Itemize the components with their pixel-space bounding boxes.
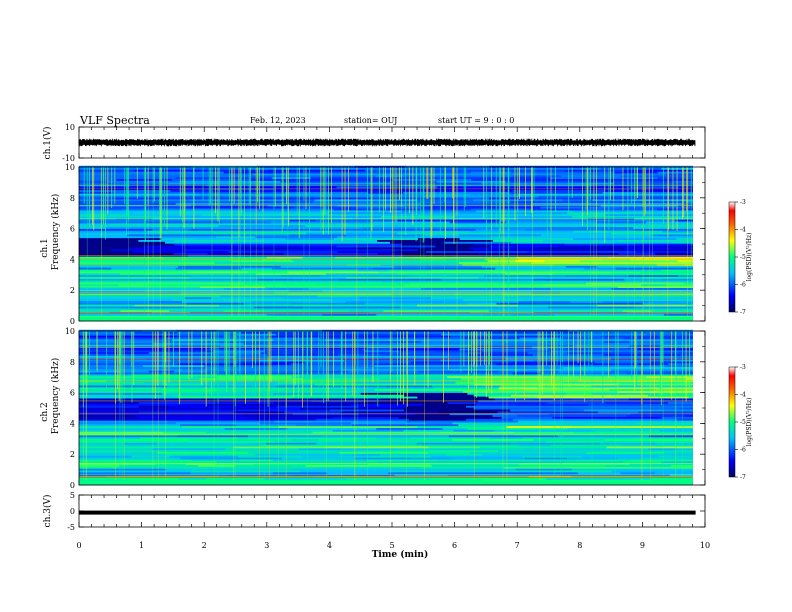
ch1-spectrogram-ytick-label: 0 (70, 317, 75, 326)
ch3-waveform-trace (79, 510, 696, 515)
chart-title: VLF Spectra (80, 114, 150, 127)
ch1-waveform-panel: 10 -10 (62, 123, 706, 163)
ch1-waveform-frame (78, 126, 706, 159)
x-tick-label: 10 (700, 541, 710, 550)
colorbar-tick-label: -5 (740, 254, 746, 261)
ch1-colorbar: -3 -4 -5 -6 -7 log(PSD)(V²/Hz) (728, 199, 753, 316)
ch1-freq-ylabel: Frequency (kHz) (50, 194, 61, 271)
ch3-waveform-ytick-label: 5 (70, 491, 75, 500)
ch1-freq-channel-label: ch.1 (40, 238, 50, 257)
ch1-ylabel: ch.1(V) (42, 127, 53, 160)
x-tick-label: 6 (452, 541, 457, 550)
x-tick-label: 5 (389, 541, 394, 550)
colorbar-tick-label: -4 (740, 227, 746, 234)
ch2-colorbar: -3 -4 -5 -6 -7 log(PSD)(V²/Hz) (728, 364, 753, 481)
ch1-waveform-ytick-label: -10 (62, 154, 75, 163)
colorbar-tick-label: -4 (740, 392, 746, 399)
x-tick-label: 2 (202, 541, 207, 550)
x-tick-label: 0 (76, 541, 81, 550)
ch1-colorbar-label: log(PSD)(V²/Hz) (746, 233, 753, 282)
ch1-spectrogram-frame (78, 166, 706, 322)
time-axis: 0 1 2 3 4 5 6 7 8 9 10 (76, 541, 710, 550)
x-tick-label: 8 (577, 541, 582, 550)
ch1-waveform-trace (78, 138, 696, 147)
ch2-freq-ylabel: Frequency (kHz) (50, 358, 61, 435)
x-tick-label: 9 (640, 541, 645, 550)
ch2-spectrogram-ytick-label: 8 (70, 358, 75, 367)
ch3-waveform-ytick-label: -5 (67, 523, 75, 532)
station-label: station= OUJ (344, 116, 398, 125)
colorbar-tick-label: -7 (740, 309, 746, 316)
ch2-spectrogram-ytick-label: 0 (70, 481, 75, 490)
ch3-waveform-panel: 5 0 -5 (67, 491, 706, 532)
colorbar-tick-label: -6 (740, 282, 746, 289)
colorbar-tick-label: -7 (740, 474, 746, 481)
ch1-waveform-ytick-label: 10 (65, 123, 75, 132)
ch1-spectrogram-ytick-label: 2 (70, 286, 75, 295)
ch2-spectrogram-ytick-label: 10 (65, 327, 75, 336)
colorbar-tick-label: -6 (740, 447, 746, 454)
ch1-spectrogram-ytick-label: 4 (70, 255, 75, 264)
ch3-waveform-ytick-label: 0 (70, 507, 75, 516)
x-axis-label: Time (min) (372, 549, 429, 560)
x-tick-label: 4 (327, 541, 332, 550)
ch1-spectrogram-ytick-label: 10 (65, 163, 75, 172)
ch2-spectrogram-ytick-label: 6 (70, 389, 75, 398)
ch1-spectrogram-ytick-label: 8 (70, 194, 75, 203)
x-tick-label: 1 (139, 541, 144, 550)
ch2-spectrogram-frame (78, 330, 706, 486)
ch2-colorbar-label: log(PSD)(V²/Hz) (746, 398, 753, 447)
date-label: Feb. 12, 2023 (250, 116, 306, 125)
colorbar-tick-label: -3 (740, 364, 746, 371)
x-tick-label: 7 (515, 541, 520, 550)
ch2-freq-channel-label: ch.2 (40, 402, 50, 421)
ch3-waveform-frame (78, 494, 706, 528)
colorbar-tick-label: -3 (740, 199, 746, 206)
ch1-spectrogram-ytick-label: 6 (70, 225, 75, 234)
ch2-spectrogram-panel: 0 2 4 6 8 10 (65, 327, 706, 490)
ch2-spectrogram-ytick-label: 4 (70, 419, 75, 428)
start-time-label: start UT = 9 : 0 : 0 (438, 116, 515, 125)
x-tick-label: 3 (264, 541, 269, 550)
ch1-spectrogram-panel: 0 2 4 6 8 10 (65, 163, 706, 326)
ch2-spectrogram-ytick-label: 2 (70, 450, 75, 459)
ch3-ylabel: ch.3(V) (42, 495, 53, 528)
colorbar-tick-label: -5 (740, 419, 746, 426)
